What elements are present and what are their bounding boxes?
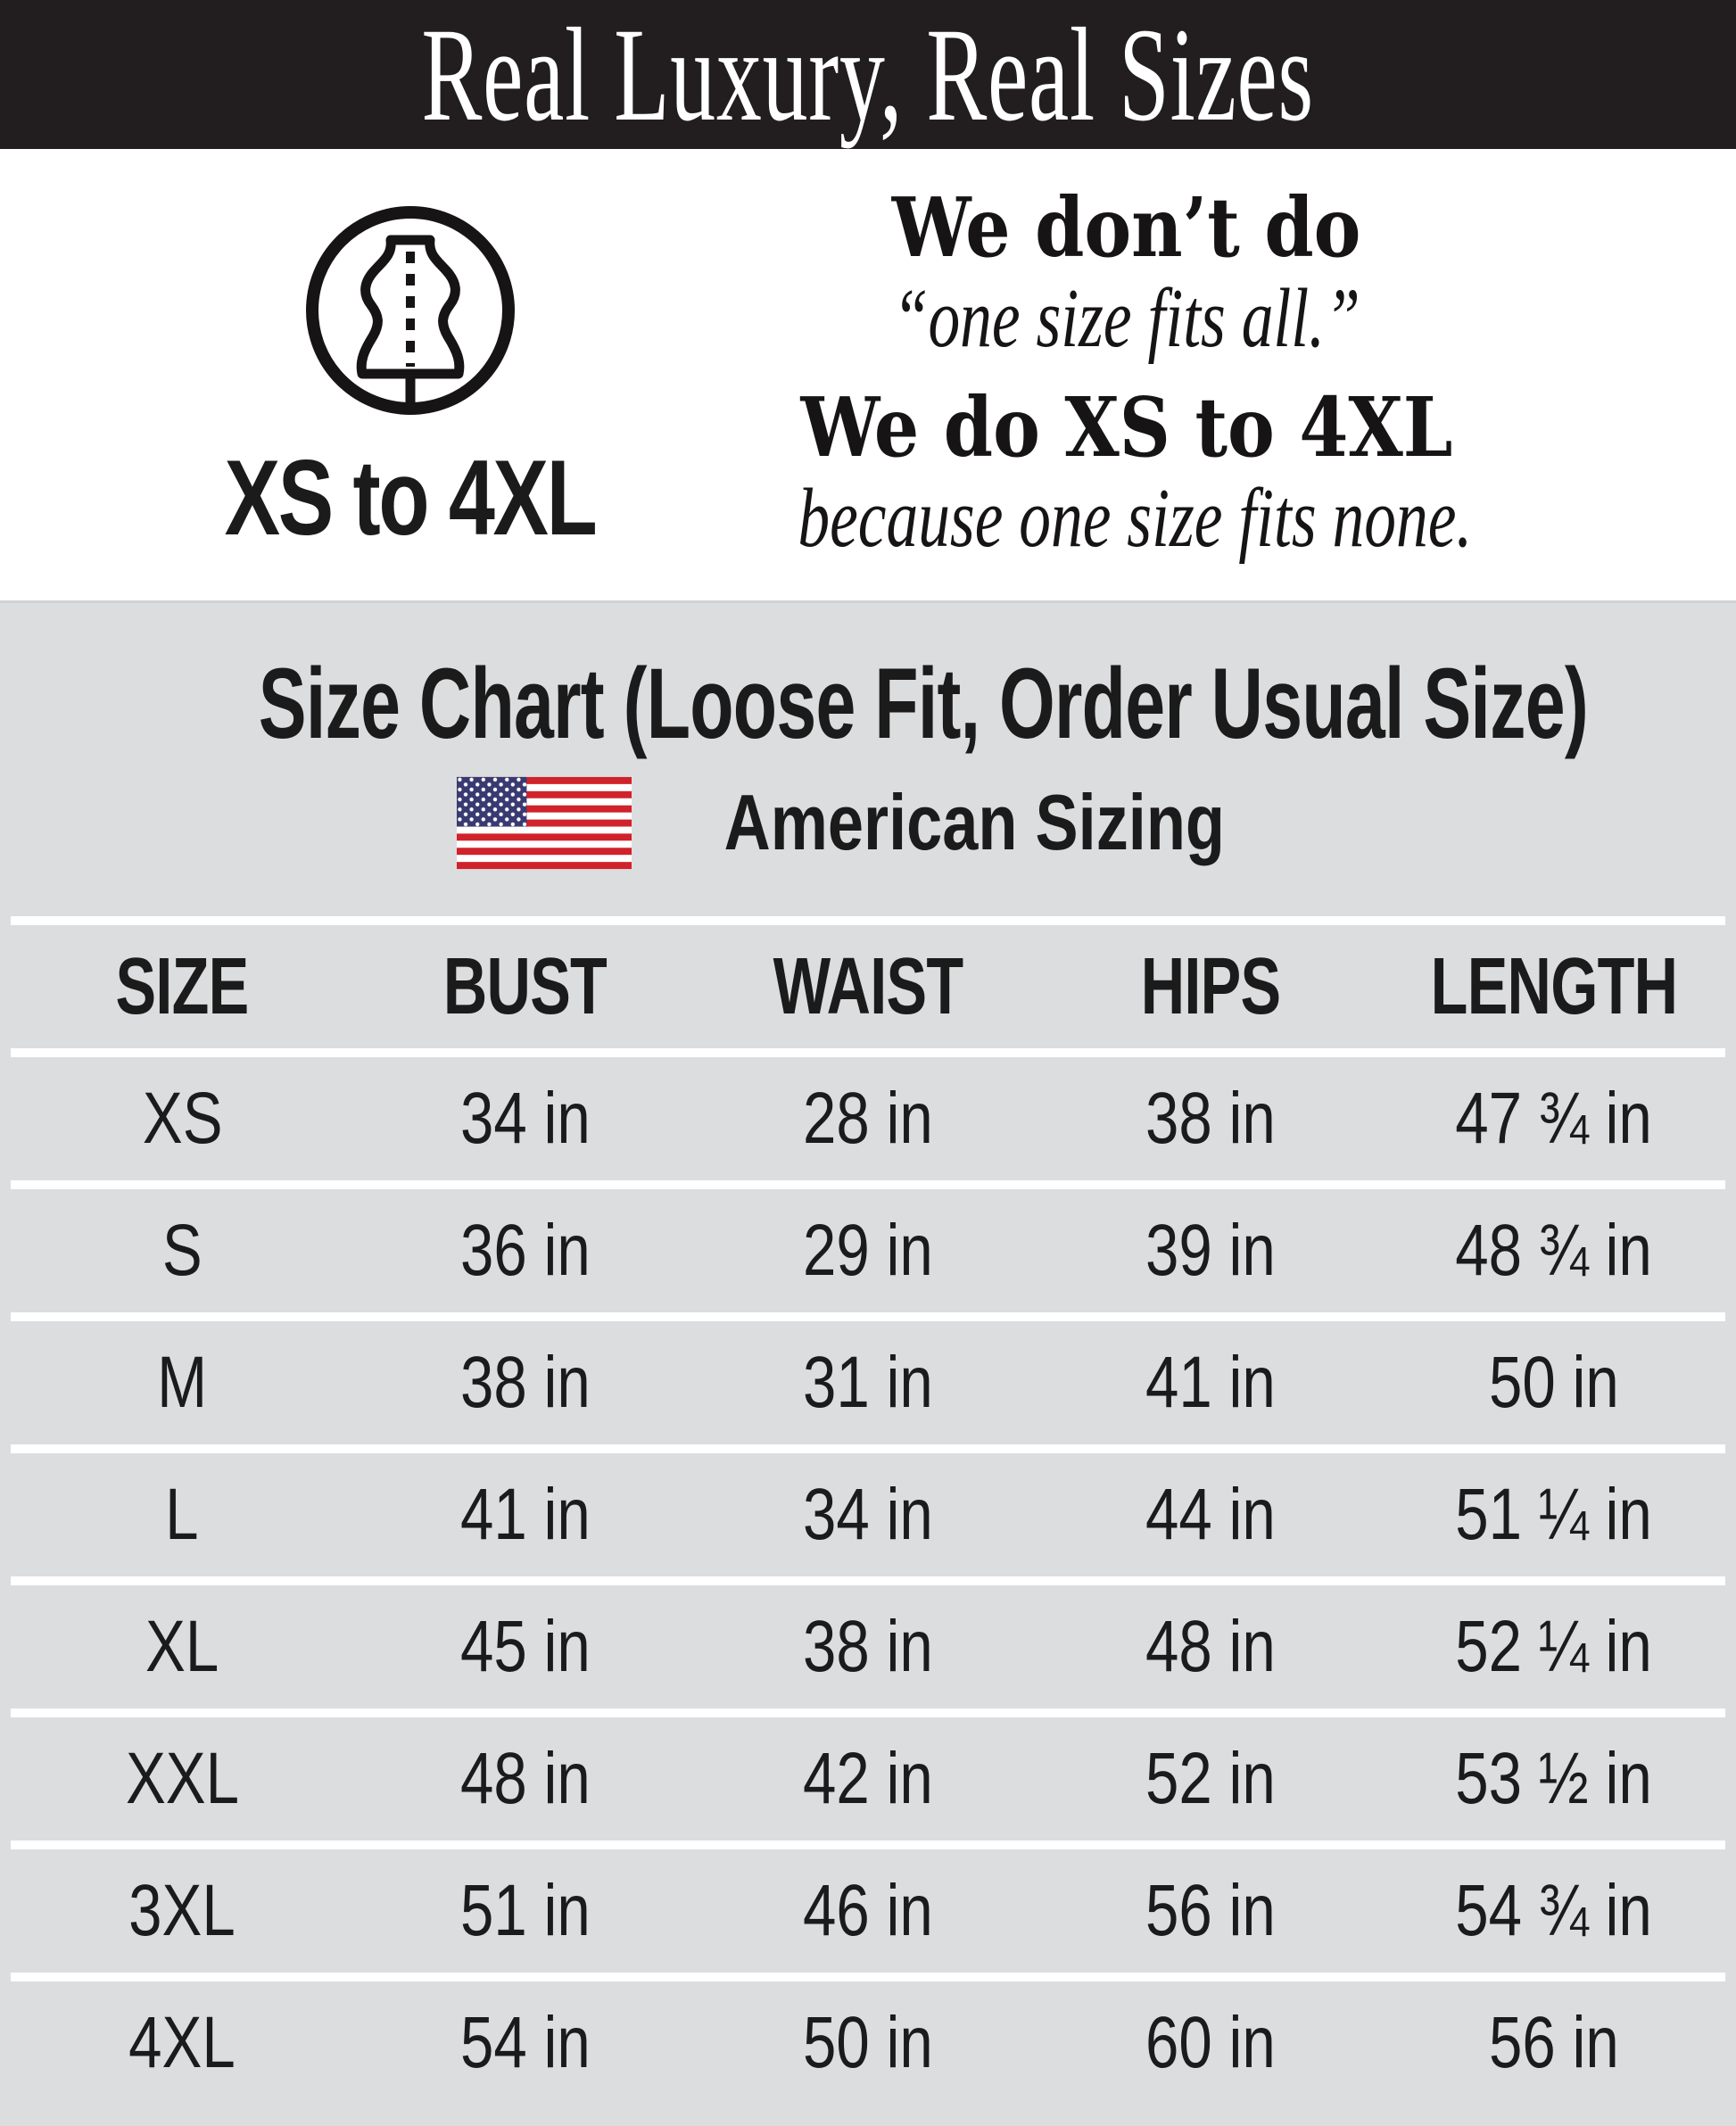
cell-length: 50 in (1488, 1342, 1619, 1423)
table-row-l: L 41 in 34 in 44 in 51 ¼ in (11, 1444, 1725, 1576)
cell-hips: 52 in (1145, 1738, 1277, 1819)
cell-length: 53 ½ in (1455, 1738, 1653, 1819)
cell-hips: 41 in (1145, 1342, 1277, 1423)
cell-waist: 38 in (803, 1606, 933, 1687)
american-sizing-row: American Sizing (0, 775, 1736, 870)
quote-line-4: because one size fits none. (798, 472, 1473, 565)
cell-waist: 46 in (803, 1870, 933, 1951)
cell-hips: 44 in (1145, 1474, 1277, 1555)
quote-line-1: We don’t do (891, 179, 1361, 276)
cell-hips: 38 in (1145, 1078, 1277, 1159)
cell-bust: 34 in (459, 1078, 591, 1159)
dress-form-icon (306, 206, 515, 415)
cell-length: 54 ¾ in (1455, 1870, 1653, 1951)
cell-waist: 29 in (803, 1210, 933, 1291)
table-row-xl: XL 45 in 38 in 48 in 52 ¼ in (11, 1576, 1725, 1708)
cell-hips: 56 in (1145, 1870, 1277, 1951)
cell-size: XL (145, 1606, 219, 1687)
cell-size: L (165, 1474, 199, 1555)
cell-bust: 48 in (459, 1738, 591, 1819)
table-row-s: S 36 in 29 in 39 in 48 ¾ in (11, 1180, 1725, 1312)
column-header-size: SIZE (115, 941, 250, 1031)
table-row-3xl: 3XL 51 in 46 in 56 in 54 ¾ in (11, 1841, 1725, 1973)
table-row-xxl: XXL 48 in 42 in 52 in 53 ½ in (11, 1708, 1725, 1841)
cell-size: XXL (125, 1738, 239, 1819)
cell-length: 52 ¼ in (1455, 1606, 1653, 1687)
cell-length: 48 ¾ in (1455, 1210, 1653, 1291)
cell-length: 51 ¼ in (1455, 1474, 1653, 1555)
table-row-xs: XS 34 in 28 in 38 in 47 ¾ in (11, 1048, 1725, 1180)
quote-line-3: We do XS to 4XL (800, 379, 1452, 476)
cell-size: XS (142, 1078, 223, 1159)
american-sizing-label: American Sizing (723, 778, 1225, 866)
cell-length: 56 in (1488, 2002, 1619, 2083)
cell-waist: 50 in (803, 2002, 933, 2083)
cell-length: 47 ¾ in (1455, 1078, 1653, 1159)
cell-size: 3XL (128, 1870, 236, 1951)
table-row-m: M 38 in 31 in 41 in 50 in (11, 1312, 1725, 1444)
cell-size: M (157, 1342, 208, 1423)
top-banner: Real Luxury, Real Sizes (0, 0, 1736, 149)
cell-bust: 41 in (459, 1474, 591, 1555)
cell-waist: 31 in (803, 1342, 933, 1423)
cell-bust: 51 in (459, 1870, 591, 1951)
table-row-4xl: 4XL 54 in 50 in 60 in 56 in (11, 1973, 1725, 2105)
cell-bust: 45 in (459, 1606, 591, 1687)
quote-line-2: “one size fits all.” (892, 272, 1360, 365)
column-header-hips: HIPS (1141, 941, 1281, 1031)
cell-waist: 42 in (803, 1738, 933, 1819)
cell-size: 4XL (128, 2002, 236, 2083)
cell-waist: 28 in (803, 1078, 933, 1159)
cell-bust: 36 in (459, 1210, 591, 1291)
badge-label: XS to 4XL (225, 438, 598, 558)
cell-hips: 60 in (1145, 2002, 1277, 2083)
size-chart-section: Size Chart (Loose Fit, Order Usual Size) (0, 600, 1736, 2126)
column-header-bust: BUST (443, 941, 608, 1031)
us-flag-icon (456, 776, 632, 869)
table-header-row: SIZE BUST WAIST HIPS LENGTH (11, 916, 1725, 1048)
banner-title: Real Luxury, Real Sizes (421, 0, 1315, 149)
cell-bust: 54 in (459, 2002, 591, 2083)
cell-bust: 38 in (459, 1342, 591, 1423)
size-range-badge: XS to 4XL (138, 201, 682, 559)
intro-strip: XS to 4XL We don’t do “one size fits all… (0, 149, 1736, 600)
cell-waist: 34 in (803, 1474, 933, 1555)
cell-hips: 39 in (1145, 1210, 1277, 1291)
quote-block: We don’t do “one size fits all.” We do X… (691, 181, 1561, 563)
size-chart-title: Size Chart (Loose Fit, Order Usual Size) (258, 648, 1589, 759)
cell-size: S (161, 1210, 203, 1291)
column-header-length: LENGTH (1430, 941, 1678, 1031)
size-chart-title-wrap: Size Chart (Loose Fit, Order Usual Size) (0, 603, 1736, 761)
cell-hips: 48 in (1145, 1606, 1277, 1687)
column-header-waist: WAIST (773, 941, 964, 1031)
size-table: SIZE BUST WAIST HIPS LENGTH XS 34 in 28 … (11, 916, 1725, 2105)
